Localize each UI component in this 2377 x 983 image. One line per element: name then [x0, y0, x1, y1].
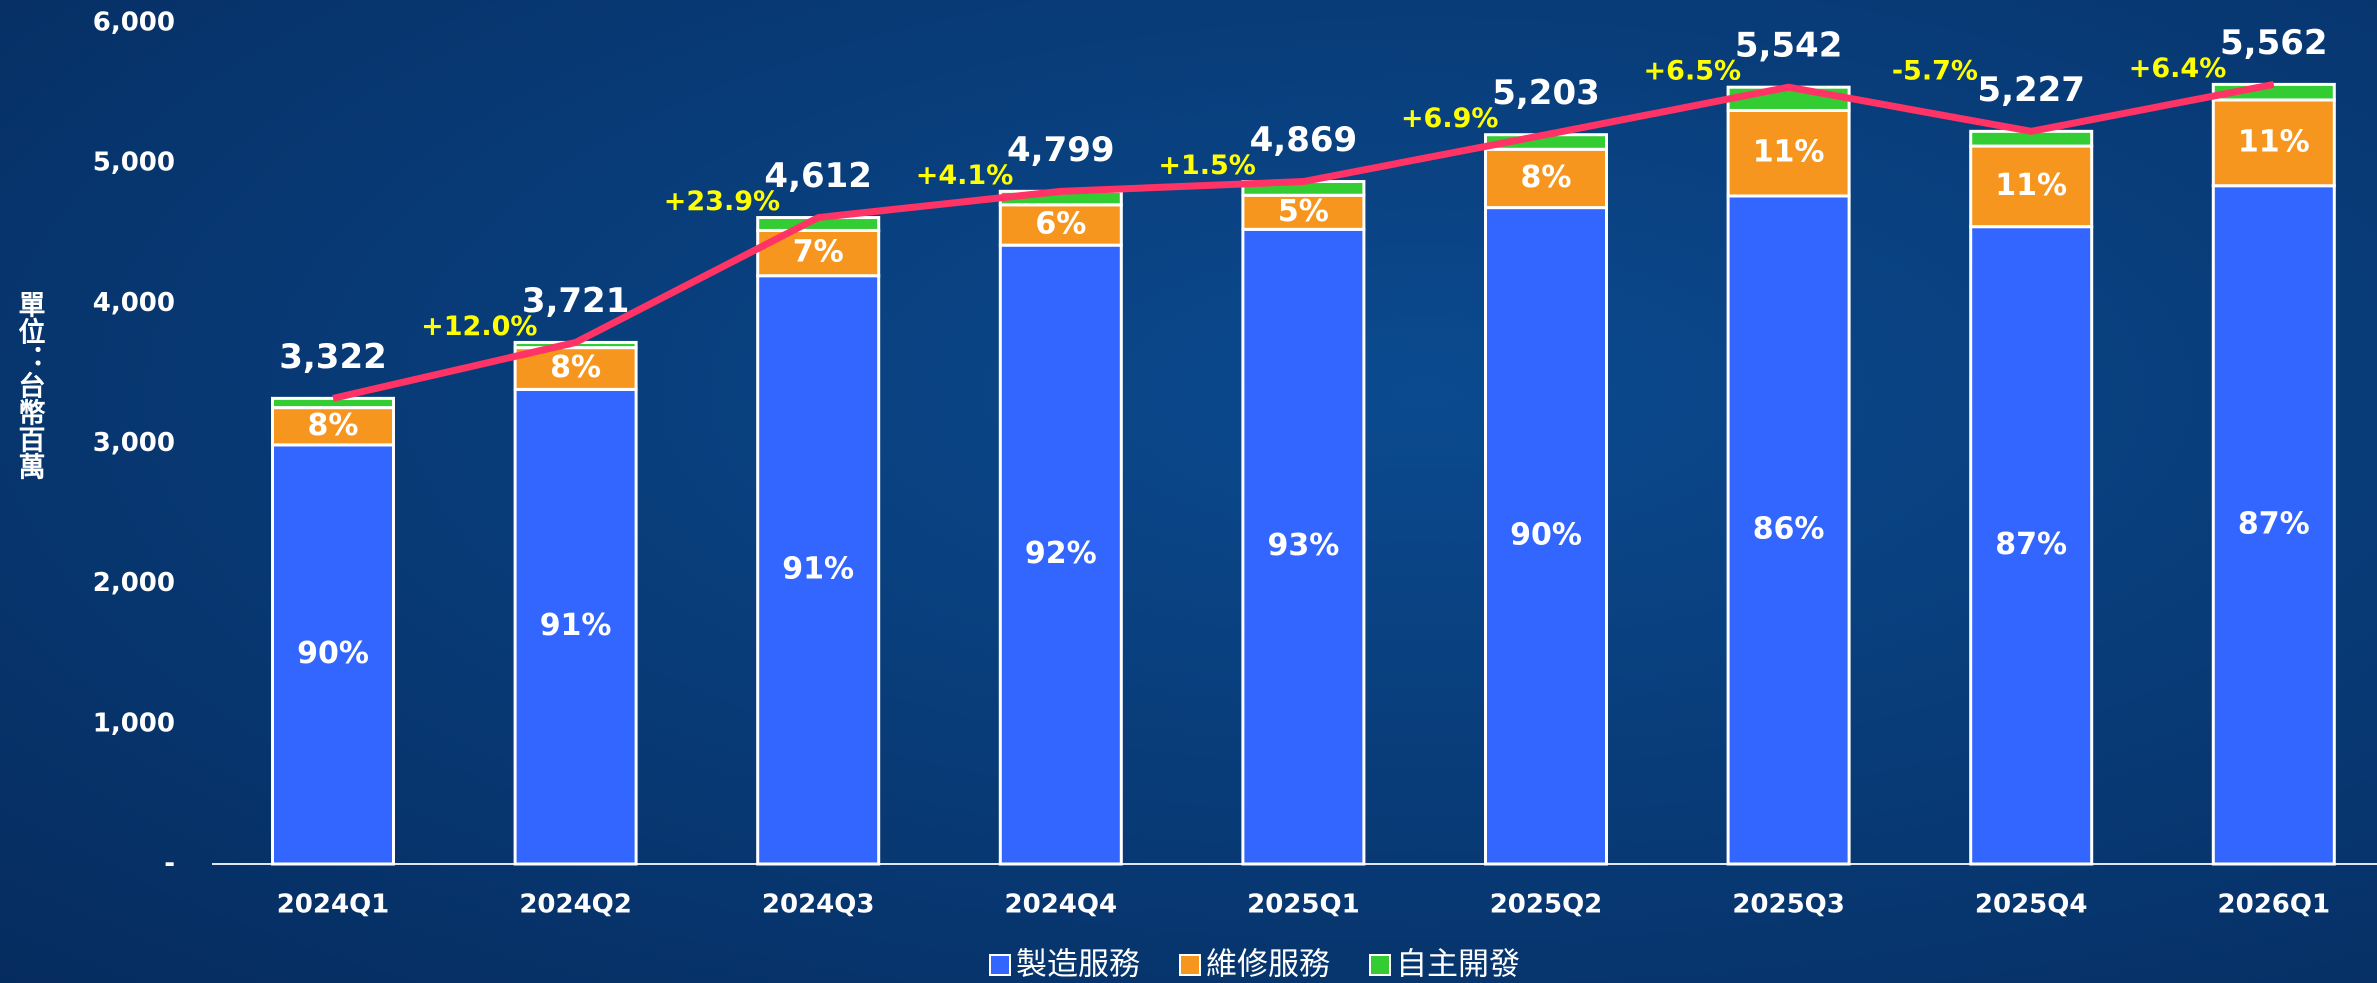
x-tick-label: 2025Q3 — [1732, 890, 1845, 920]
share-label: 11% — [1995, 168, 2067, 203]
share-label: 11% — [2238, 124, 2310, 159]
share-label: 11% — [1753, 135, 1825, 170]
y-axis-label: 單位：台幣百萬 — [14, 291, 46, 480]
total-label: 3,721 — [522, 281, 630, 321]
share-label: 91% — [540, 608, 612, 643]
total-line — [332, 80, 2275, 402]
total-label: 4,869 — [1250, 120, 1358, 160]
bar-segment — [2211, 184, 2336, 866]
share-label: 87% — [1995, 527, 2067, 562]
legend-label: 製造服務 — [1016, 947, 1140, 983]
y-tick-label: 3,000 — [93, 428, 175, 458]
share-label: 8% — [550, 350, 601, 385]
share-label: 91% — [782, 551, 854, 586]
bar-segment — [1484, 206, 1608, 866]
y-tick-label: 2,000 — [93, 568, 175, 598]
x-tick-label: 2026Q1 — [2218, 890, 2331, 920]
share-label: 87% — [2238, 506, 2310, 541]
bar-segment — [513, 387, 638, 866]
x-tick-label: 2024Q2 — [519, 890, 632, 920]
x-tick-label: 2024Q4 — [1005, 890, 1118, 920]
bar-segment — [1969, 144, 2094, 229]
share-label: 90% — [1510, 517, 1582, 552]
x-tick-label: 2025Q2 — [1490, 890, 1603, 920]
x-tick-label: 2024Q1 — [277, 890, 390, 920]
growth-label: +1.5% — [1158, 150, 1256, 181]
y-tick-label: 4,000 — [93, 288, 175, 318]
bar-segment — [756, 274, 881, 866]
share-label: 93% — [1267, 528, 1339, 563]
x-tick-label: 2024Q3 — [762, 890, 875, 920]
share-label: 5% — [1278, 194, 1329, 229]
total-label: 4,799 — [1007, 130, 1115, 170]
x-tick-label: 2025Q4 — [1975, 890, 2088, 920]
total-label: 5,542 — [1735, 26, 1843, 66]
growth-label: +23.9% — [664, 186, 780, 217]
share-label: 7% — [793, 235, 844, 270]
legend-label: 維修服務 — [1206, 947, 1330, 983]
growth-label: -5.7% — [1892, 56, 1978, 87]
y-tick-label: 1,000 — [93, 708, 175, 738]
y-tick-label: - — [164, 849, 175, 879]
total-label: 5,562 — [2220, 23, 2328, 63]
bar-segment — [271, 443, 395, 866]
total-label: 5,203 — [1492, 73, 1600, 113]
bar-segment — [2211, 98, 2336, 188]
share-label: 8% — [1521, 160, 1572, 195]
y-tick-label: 6,000 — [93, 8, 175, 38]
legend-swatch — [989, 954, 1011, 976]
bar-segment — [271, 406, 395, 447]
bar-segment — [1484, 147, 1608, 210]
legend-swatch — [1369, 954, 1391, 976]
share-label: 90% — [297, 636, 369, 671]
bar-segment — [1969, 225, 2094, 866]
share-label: 86% — [1753, 511, 1825, 546]
bar-segment — [1726, 194, 1851, 866]
growth-label: +4.1% — [916, 160, 1014, 191]
growth-label: +6.5% — [1644, 56, 1742, 87]
total-label: 3,322 — [279, 337, 387, 377]
growth-label: +6.4% — [2129, 53, 2227, 84]
growth-label: +12.0% — [421, 311, 537, 342]
bar-segment — [998, 203, 1123, 247]
share-label: 6% — [1035, 206, 1086, 241]
growth-label: +6.9% — [1401, 103, 1499, 134]
total-label: 4,612 — [764, 156, 872, 196]
bar-segment — [1241, 193, 1366, 231]
bar-segment — [998, 243, 1123, 866]
share-label: 92% — [1025, 536, 1097, 571]
y-tick-label: 5,000 — [93, 148, 175, 178]
bar-segment — [513, 346, 638, 391]
share-label: 8% — [308, 408, 359, 443]
x-tick-label: 2025Q1 — [1247, 890, 1360, 920]
total-label: 5,227 — [1977, 70, 2085, 110]
bar-segment — [271, 396, 395, 410]
legend-swatch — [1179, 954, 1201, 976]
bar-segment — [1241, 227, 1366, 866]
legend-label: 自主開發 — [1396, 947, 1520, 983]
